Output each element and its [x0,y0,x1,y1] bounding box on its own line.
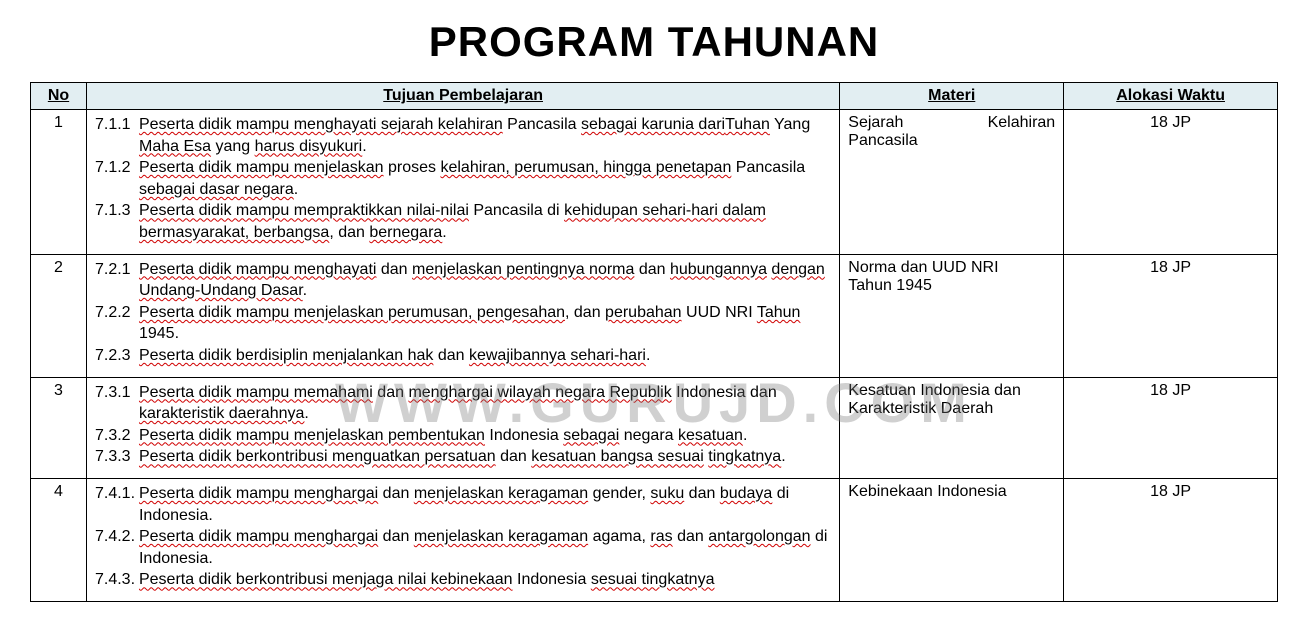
page-title: PROGRAM TAHUNAN [30,18,1278,66]
program-table: No Tujuan Pembelajaran Materi Alokasi Wa… [30,82,1278,602]
objective-code: 7.4.2. [95,526,139,569]
objective-text: Peserta didik mampu menjelaskan pembentu… [139,425,831,447]
header-alokasi: Alokasi Waktu [1064,83,1278,110]
objective-code: 7.2.2 [95,302,139,345]
objective-code: 7.1.1 [95,114,139,157]
objective-text: Peserta didik mampu menghargai dan menje… [139,483,831,526]
objective-text: Peserta didik mampu menghayati dan menje… [139,259,831,302]
objective-item: 7.2.3Peserta didik berdisiplin menjalank… [95,345,831,367]
objective-code: 7.1.2 [95,157,139,200]
objective-text: Peserta didik mampu memahami dan menghar… [139,382,831,425]
cell-no: 4 [31,478,87,601]
objective-text: Peserta didik berkontribusi menjaga nila… [139,569,831,591]
cell-materi: Sejarah KelahiranPancasila [840,110,1064,255]
cell-materi: Kesatuan Indonesia danKarakteristik Daer… [840,377,1064,478]
table-row: 37.3.1Peserta didik mampu memahami dan m… [31,377,1278,478]
cell-alokasi: 18 JP [1064,254,1278,377]
cell-no: 2 [31,254,87,377]
objective-text: Peserta didik berdisiplin menjalankan ha… [139,345,831,367]
objective-item: 7.3.3Peserta didik berkontribusi menguat… [95,446,831,468]
objective-item: 7.1.3Peserta didik mampu mempraktikkan n… [95,200,831,243]
objective-code: 7.1.3 [95,200,139,243]
objective-item: 7.2.2Peserta didik mampu menjelaskan per… [95,302,831,345]
objective-item: 7.1.1Peserta didik mampu menghayati seja… [95,114,831,157]
objective-code: 7.4.3. [95,569,139,591]
header-no: No [31,83,87,110]
table-body: 17.1.1Peserta didik mampu menghayati sej… [31,110,1278,602]
cell-tujuan: 7.3.1Peserta didik mampu memahami dan me… [86,377,839,478]
cell-materi: Kebinekaan Indonesia [840,478,1064,601]
cell-no: 3 [31,377,87,478]
cell-materi: Norma dan UUD NRITahun 1945 [840,254,1064,377]
table-row: 47.4.1.Peserta didik mampu menghargai da… [31,478,1278,601]
cell-alokasi: 18 JP [1064,110,1278,255]
objective-item: 7.4.2.Peserta didik mampu menghargai dan… [95,526,831,569]
cell-alokasi: 18 JP [1064,377,1278,478]
objective-text: Peserta didik berkontribusi menguatkan p… [139,446,831,468]
objective-code: 7.3.2 [95,425,139,447]
cell-no: 1 [31,110,87,255]
objective-code: 7.4.1. [95,483,139,526]
objective-item: 7.3.1Peserta didik mampu memahami dan me… [95,382,831,425]
objective-item: 7.3.2Peserta didik mampu menjelaskan pem… [95,425,831,447]
cell-alokasi: 18 JP [1064,478,1278,601]
header-materi: Materi [840,83,1064,110]
objective-item: 7.4.1.Peserta didik mampu menghargai dan… [95,483,831,526]
cell-tujuan: 7.2.1Peserta didik mampu menghayati dan … [86,254,839,377]
objective-item: 7.4.3.Peserta didik berkontribusi menjag… [95,569,831,591]
objective-code: 7.2.1 [95,259,139,302]
table-row: 17.1.1Peserta didik mampu menghayati sej… [31,110,1278,255]
objective-item: 7.2.1Peserta didik mampu menghayati dan … [95,259,831,302]
table-header-row: No Tujuan Pembelajaran Materi Alokasi Wa… [31,83,1278,110]
objective-text: Peserta didik mampu menghayati sejarah k… [139,114,831,157]
cell-tujuan: 7.1.1Peserta didik mampu menghayati seja… [86,110,839,255]
objective-text: Peserta didik mampu mempraktikkan nilai-… [139,200,831,243]
objective-code: 7.3.1 [95,382,139,425]
objective-item: 7.1.2Peserta didik mampu menjelaskan pro… [95,157,831,200]
objective-text: Peserta didik mampu menghargai dan menje… [139,526,831,569]
document-page: WWW.GURUJD.COM PROGRAM TAHUNAN No Tujuan… [0,0,1308,612]
header-tujuan: Tujuan Pembelajaran [86,83,839,110]
objective-code: 7.3.3 [95,446,139,468]
objective-code: 7.2.3 [95,345,139,367]
objective-text: Peserta didik mampu menjelaskan proses k… [139,157,831,200]
objective-text: Peserta didik mampu menjelaskan perumusa… [139,302,831,345]
cell-tujuan: 7.4.1.Peserta didik mampu menghargai dan… [86,478,839,601]
table-row: 27.2.1Peserta didik mampu menghayati dan… [31,254,1278,377]
